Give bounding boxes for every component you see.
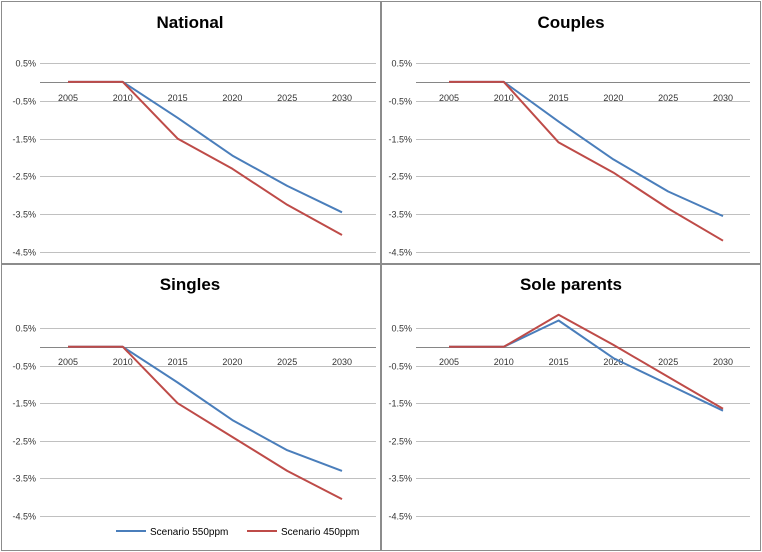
y-tick-label: -2.5% [12, 172, 36, 182]
y-tick-label: 0.5% [391, 59, 412, 69]
y-tick-label: 0.5% [391, 324, 412, 334]
panel-couples: Couples 0.5% -0.5% -1.5% -2.5% -3.5% -4.5% 2005… [381, 1, 761, 264]
y-tick-label: -0.5% [388, 362, 412, 372]
y-tick-label: -2.5% [12, 437, 36, 447]
x-tick-label: 2025 [658, 357, 678, 367]
legend: Scenario 550ppm Scenario 450ppm [116, 527, 359, 538]
y-tick-label: -2.5% [388, 172, 412, 182]
x-tick-label: 2015 [168, 93, 188, 103]
panel-frame [381, 1, 761, 264]
x-tick-label: 2015 [168, 357, 188, 367]
x-tick-label: 2025 [277, 357, 297, 367]
x-tick-label: 2005 [58, 93, 78, 103]
series-450-line [449, 313, 724, 410]
x-tick-label: 2030 [332, 93, 352, 103]
x-tick-label: 2010 [113, 93, 133, 103]
x-tick-label: 2030 [713, 357, 733, 367]
chart-title: Singles [160, 275, 220, 294]
x-tick-label: 2025 [277, 93, 297, 103]
x-tick-label: 2020 [222, 93, 242, 103]
x-tick-label: 2010 [113, 357, 133, 367]
y-tick-label: -3.5% [12, 474, 36, 484]
x-tick-label: 2005 [439, 357, 459, 367]
y-tick-label: -0.5% [12, 362, 36, 372]
x-tick-label: 2025 [658, 93, 678, 103]
panel-singles: Singles 0.5% -0.5% -1.5% -2.5% -3.5% -4.5% 2005… [1, 264, 381, 551]
x-tick-label: 2020 [603, 93, 623, 103]
chart-title: Couples [537, 13, 604, 32]
chart-title: National [156, 13, 223, 32]
y-tick-label: -4.5% [388, 512, 412, 522]
panel-frame [381, 264, 761, 551]
x-tick-label: 2015 [549, 93, 569, 103]
y-tick-label: -3.5% [388, 210, 412, 220]
series-450-line [68, 80, 343, 236]
y-tick-label: 0.5% [15, 324, 36, 334]
y-tick-label: -3.5% [388, 474, 412, 484]
y-tick-label: -4.5% [12, 248, 36, 258]
y-tick-label: -2.5% [388, 437, 412, 447]
panel-frame [1, 264, 381, 551]
y-tick-label: -1.5% [12, 135, 36, 145]
y-tick-label: -0.5% [12, 97, 36, 107]
series-450-line [68, 345, 343, 500]
x-tick-label: 2005 [439, 93, 459, 103]
x-tick-label: 2030 [332, 357, 352, 367]
x-tick-label: 2005 [58, 357, 78, 367]
chart-title: Sole parents [520, 275, 622, 294]
legend-label: Scenario 450ppm [281, 527, 359, 538]
x-tick-label: 2020 [222, 357, 242, 367]
panel-sole-parents: Sole parents 0.5% -0.5% -1.5% -2.5% -3.5% -4.5… [381, 264, 761, 551]
legend-label: Scenario 550ppm [150, 527, 228, 538]
panel-frame [1, 1, 381, 264]
y-tick-label: -4.5% [12, 512, 36, 522]
y-tick-label: -3.5% [12, 210, 36, 220]
y-tick-label: -4.5% [388, 248, 412, 258]
x-tick-label: 2010 [494, 357, 514, 367]
series-450-line [449, 80, 724, 242]
x-tick-label: 2020 [603, 357, 623, 367]
x-tick-label: 2010 [494, 93, 514, 103]
y-tick-label: 0.5% [15, 59, 36, 69]
x-tick-label: 2015 [549, 357, 569, 367]
y-tick-label: -0.5% [388, 97, 412, 107]
y-tick-label: -1.5% [12, 399, 36, 409]
y-tick-label: -1.5% [388, 399, 412, 409]
panel-national: National 0.5% -0.5% -1.5% -2.5% -3.5% -4.5% 200… [1, 1, 381, 264]
y-tick-label: -1.5% [388, 135, 412, 145]
x-tick-label: 2030 [713, 93, 733, 103]
